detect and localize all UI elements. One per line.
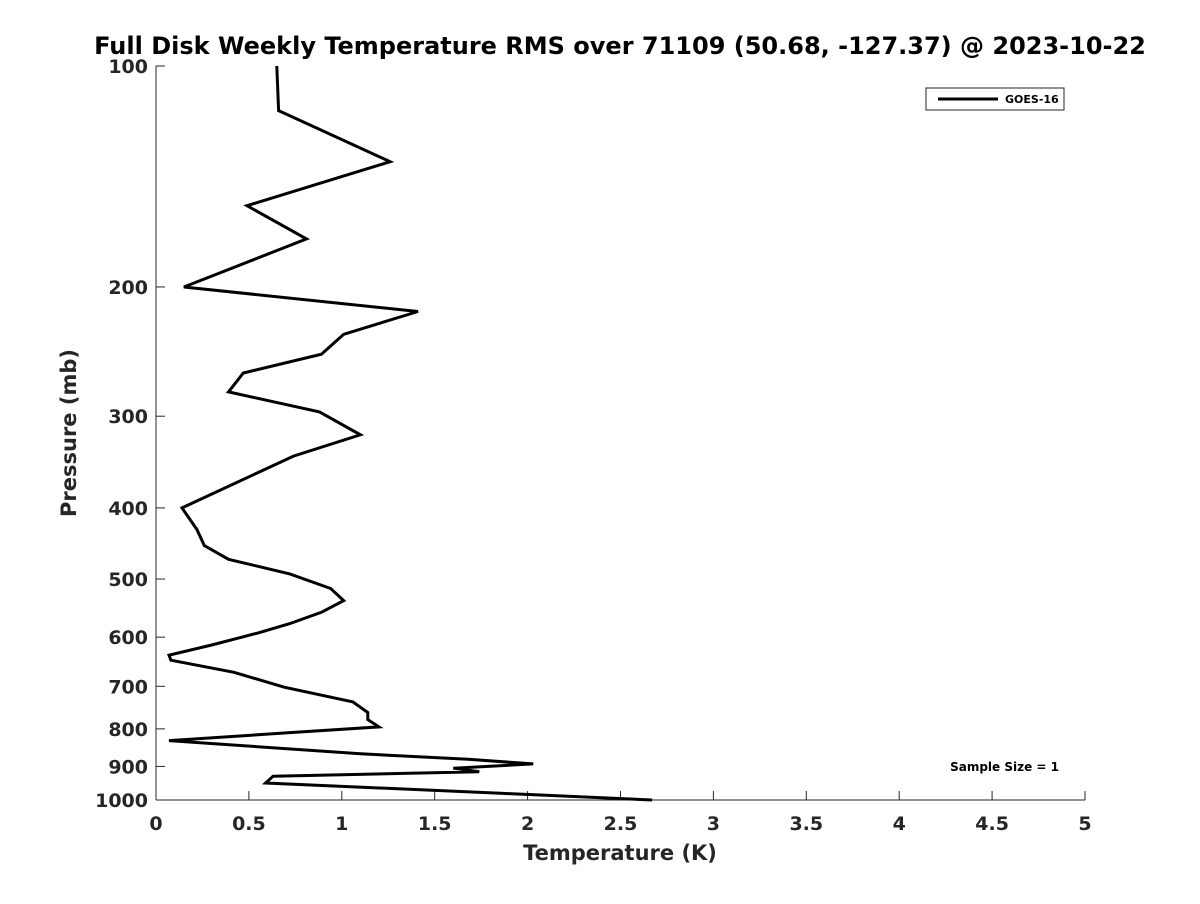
y-tick-label: 600 <box>108 627 148 649</box>
x-tick-label: 0.5 <box>232 813 266 835</box>
x-tick-label: 0 <box>149 813 162 835</box>
x-axis-title: Temperature (K) <box>523 841 717 865</box>
y-tick-label: 1000 <box>95 790 148 812</box>
y-tick-label: 700 <box>108 676 148 698</box>
axes: 0 0.5 1 1.5 2 2.5 3 3.5 4 4.5 5 100 200 300 400 500 600 7… <box>95 56 1092 835</box>
y-tick-label: 900 <box>108 756 148 778</box>
y-tick-label: 300 <box>108 406 148 428</box>
series-layer <box>166 65 653 802</box>
y-axis-title: Pressure (mb) <box>57 349 81 517</box>
x-tick-label: 5 <box>1078 813 1091 835</box>
x-tick-label: 4.5 <box>975 813 1009 835</box>
y-tick-label: 200 <box>108 277 148 299</box>
x-tick-label: 3.5 <box>789 813 823 835</box>
chart-title: Full Disk Weekly Temperature RMS over 71… <box>94 32 1146 60</box>
y-tick-label: 500 <box>108 569 148 591</box>
x-tick-label: 4 <box>893 813 906 835</box>
legend-label: GOES-16 <box>1005 93 1059 106</box>
y-tick-label: 400 <box>108 498 148 520</box>
x-tick-label: 2 <box>521 813 534 835</box>
x-tick-label: 3 <box>707 813 720 835</box>
legend[interactable]: GOES-16 <box>925 87 1065 111</box>
y-tick-label: 100 <box>108 56 148 78</box>
x-tick-label: 1 <box>335 813 348 835</box>
x-tick-label: 1.5 <box>418 813 452 835</box>
sample-size-annotation: Sample Size = 1 <box>950 760 1059 774</box>
series-line-goes-16 <box>166 65 653 802</box>
x-tick-label: 2.5 <box>604 813 638 835</box>
y-tick-label: 800 <box>108 719 148 741</box>
